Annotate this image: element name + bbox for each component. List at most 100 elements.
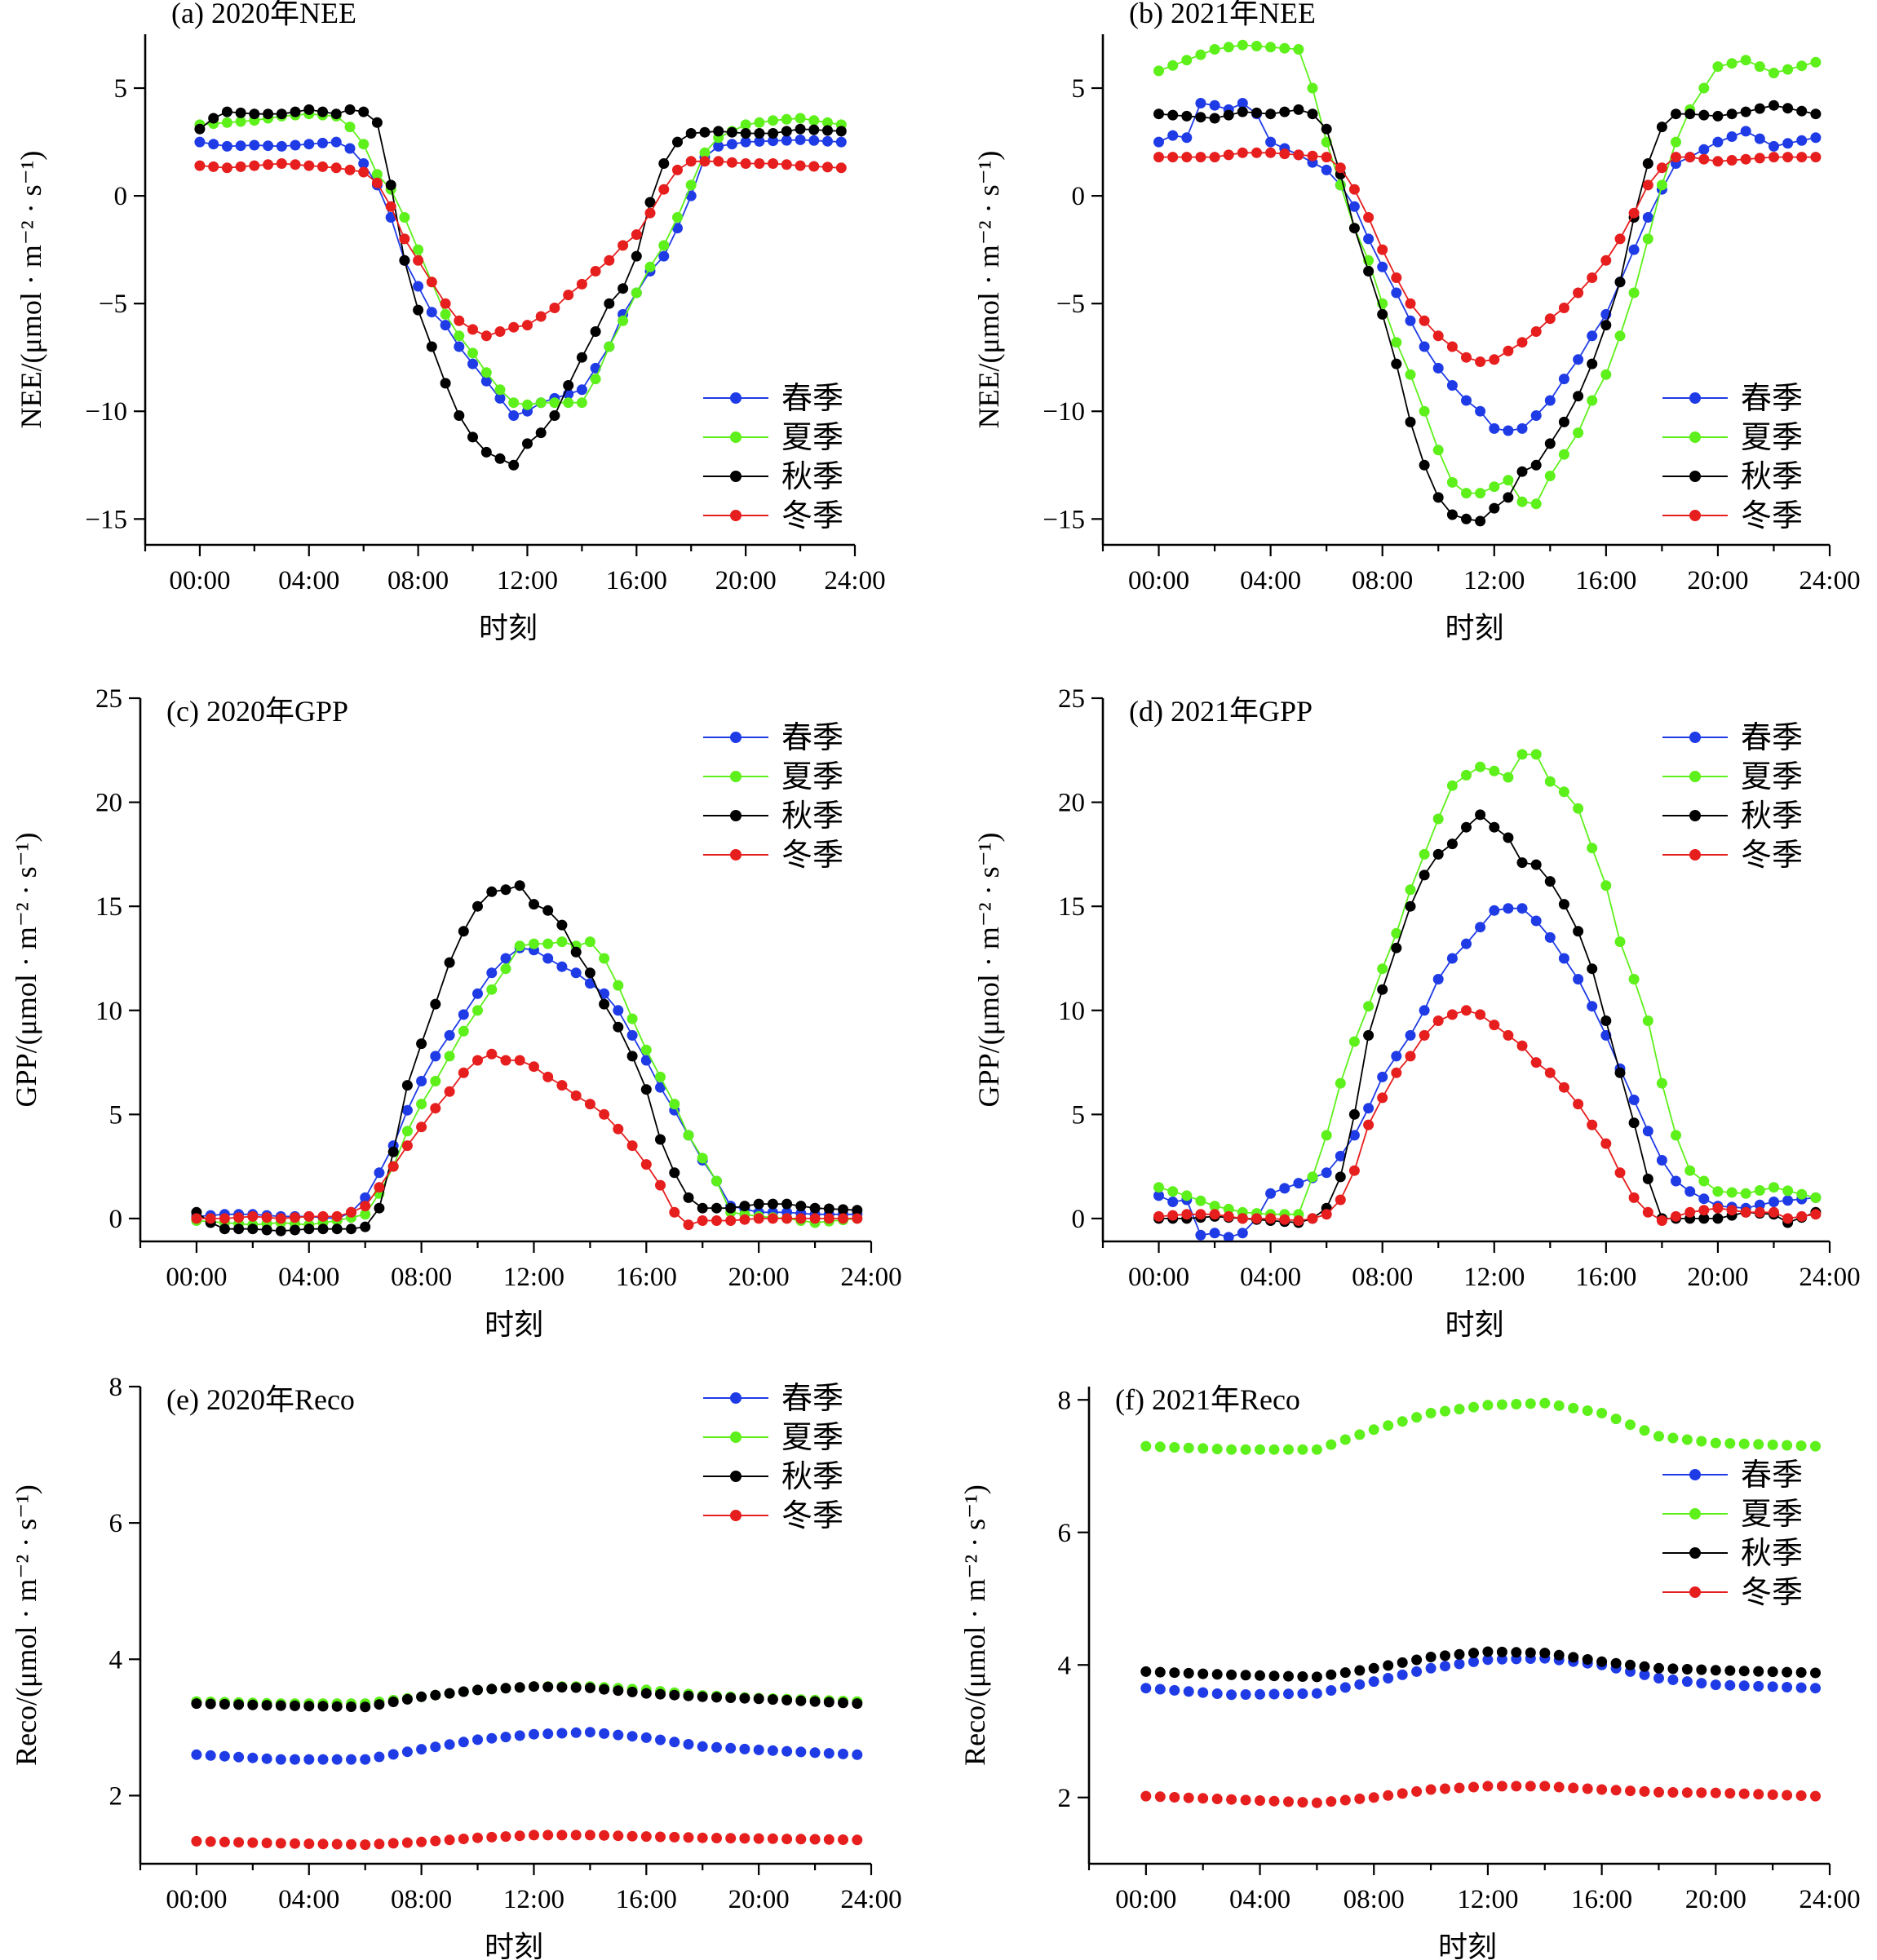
data-point: [1440, 1783, 1450, 1794]
data-point: [1339, 1667, 1351, 1679]
data-point: [795, 160, 806, 171]
data-point: [401, 1746, 413, 1758]
data-point: [1348, 223, 1360, 234]
legend-label: 夏季: [781, 1421, 843, 1455]
data-point: [494, 384, 506, 396]
data-point: [655, 1734, 666, 1745]
legend-marker: [1689, 849, 1701, 861]
data-point: [508, 459, 520, 471]
data-point: [1587, 272, 1598, 283]
data-point: [344, 164, 356, 175]
data-point: [1440, 1650, 1450, 1661]
data-point: [1209, 1201, 1220, 1212]
legend-label: 冬季: [1741, 1576, 1803, 1610]
data-point: [613, 1685, 624, 1697]
data-point: [1405, 298, 1416, 309]
legend-label: 春季: [1741, 721, 1803, 755]
data-point: [1796, 1210, 1808, 1222]
data-point: [1265, 1188, 1277, 1199]
series-3: [1140, 1646, 1821, 1683]
data-point: [672, 136, 683, 148]
data-point: [263, 108, 274, 120]
data-point: [1377, 1092, 1388, 1104]
data-point: [781, 1213, 793, 1224]
data-point: [1461, 1005, 1472, 1016]
data-point: [290, 1212, 300, 1223]
data-point: [1530, 326, 1542, 337]
data-point: [1726, 1187, 1738, 1198]
x-tick-label: 24:00: [840, 1885, 901, 1914]
data-point: [529, 1829, 539, 1841]
data-point: [1810, 152, 1822, 163]
data-point: [1489, 481, 1500, 493]
data-point: [1582, 1783, 1593, 1794]
data-point: [494, 453, 506, 464]
data-point: [1698, 1213, 1710, 1224]
data-point: [480, 446, 492, 458]
data-point: [1195, 112, 1206, 123]
data-point: [486, 1683, 498, 1695]
data-point: [1446, 780, 1458, 791]
data-point: [604, 341, 615, 352]
data-point: [655, 1082, 666, 1093]
data-point: [1642, 212, 1653, 223]
plot-area: [191, 1681, 863, 1851]
data-point: [713, 156, 724, 167]
data-point: [1587, 330, 1598, 342]
data-point: [549, 397, 560, 409]
data-point: [795, 1213, 807, 1224]
y-tick-label: −15: [1043, 505, 1085, 534]
data-point: [290, 159, 301, 170]
data-point: [658, 158, 670, 169]
data-point: [1181, 110, 1193, 122]
data-point: [1553, 1400, 1565, 1411]
data-point: [1377, 244, 1388, 255]
data-point: [360, 1192, 371, 1203]
data-point: [1740, 1206, 1751, 1218]
data-point: [387, 1749, 399, 1760]
data-point: [1425, 1662, 1437, 1674]
data-point: [1600, 880, 1612, 892]
series-line: [1158, 104, 1817, 522]
data-point: [330, 108, 342, 120]
data-point: [317, 1754, 329, 1765]
x-tick-label: 08:00: [387, 566, 449, 595]
x-tick-label: 04:00: [278, 566, 339, 595]
data-point: [1582, 1654, 1593, 1665]
data-point: [1503, 903, 1514, 914]
data-point: [1405, 1029, 1416, 1041]
data-point: [191, 1749, 202, 1760]
legend-label: 春季: [1741, 1458, 1803, 1493]
data-point: [740, 158, 751, 169]
data-point: [683, 1219, 694, 1231]
data-point: [360, 1839, 371, 1851]
data-point: [1311, 1797, 1322, 1808]
data-point: [1610, 1414, 1622, 1425]
legend-item: 夏季: [703, 1421, 843, 1455]
data-point: [401, 1104, 413, 1116]
data-point: [599, 1683, 610, 1695]
legend-item: 夏季: [703, 421, 843, 455]
data-point: [754, 128, 765, 139]
chart-panel-b: −15 −10 −5 0 5 00:00 04:00 08:00 12:00 16:00 20:00…: [972, 0, 1861, 644]
data-point: [725, 1833, 737, 1844]
x-tick-label: 12:00: [1463, 1263, 1525, 1292]
data-point: [725, 1202, 737, 1214]
data-point: [1283, 1688, 1294, 1700]
data-point: [1544, 931, 1556, 943]
data-point: [542, 1681, 554, 1692]
data-point: [626, 1029, 638, 1041]
data-point: [795, 123, 806, 135]
data-point: [1810, 108, 1822, 120]
data-point: [444, 1739, 455, 1750]
data-point: [1279, 106, 1290, 117]
data-point: [374, 1202, 385, 1214]
data-point: [1667, 1675, 1679, 1685]
data-point: [440, 378, 451, 389]
data-point: [683, 1832, 694, 1843]
data-point: [1684, 1186, 1696, 1197]
data-point: [823, 1203, 834, 1214]
data-point: [1754, 1199, 1765, 1210]
series-4: [191, 1048, 863, 1231]
data-point: [1710, 1437, 1721, 1449]
